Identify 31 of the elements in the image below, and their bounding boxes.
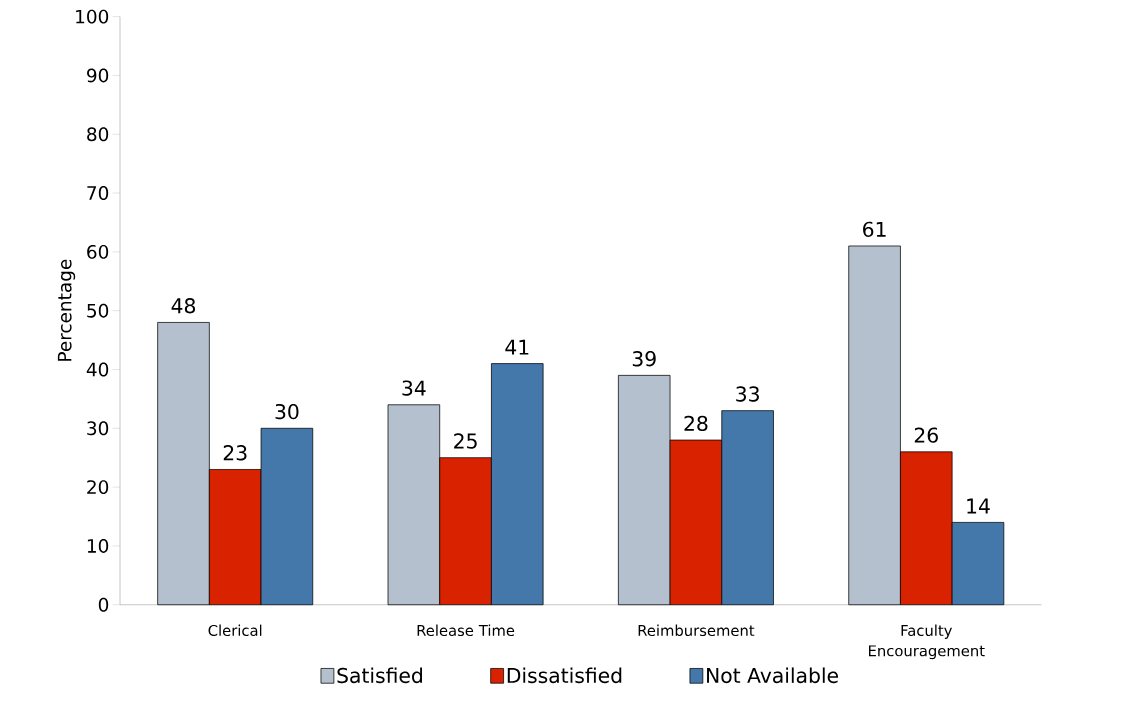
data-label: 26 (914, 427, 938, 443)
data-label: 39 (632, 350, 656, 367)
data-label: 61 (863, 221, 886, 237)
y-tick-label: 90 (87, 68, 109, 83)
y-tick-label: 100 (76, 9, 109, 24)
y-tick-label: 20 (87, 479, 109, 494)
y-tick-label: 60 (87, 244, 109, 259)
data-label: 48 (171, 297, 196, 314)
y-tick-label: 10 (87, 538, 109, 553)
data-label: 34 (402, 380, 426, 396)
y-tick-label: 80 (87, 127, 109, 142)
legend-label: Satisfied (337, 667, 422, 684)
legend-label: Not Available (707, 667, 839, 684)
legend-label: Dissatisfied (507, 667, 622, 684)
x-tick-label: Clerical (208, 624, 262, 636)
x-tick-label: Reimbursement (638, 624, 755, 636)
data-label: 23 (223, 444, 247, 461)
y-tick-label: 70 (87, 185, 109, 200)
x-tick-label: Faculty Encouragement (869, 624, 985, 660)
y-tick-label: 50 (87, 303, 109, 318)
data-label: 30 (275, 403, 299, 420)
data-label: 33 (736, 386, 759, 402)
data-label: 41 (505, 339, 529, 355)
data-label: 28 (684, 415, 708, 431)
x-tick-label: Release Time (417, 624, 515, 636)
y-tick-label: 40 (86, 362, 109, 377)
data-label: 14 (967, 498, 990, 514)
y-tick-label: 0 (98, 597, 109, 612)
y-tick-label: 30 (87, 421, 109, 436)
y-axis-title: Percentage (57, 259, 76, 361)
data-label: 25 (454, 433, 477, 449)
